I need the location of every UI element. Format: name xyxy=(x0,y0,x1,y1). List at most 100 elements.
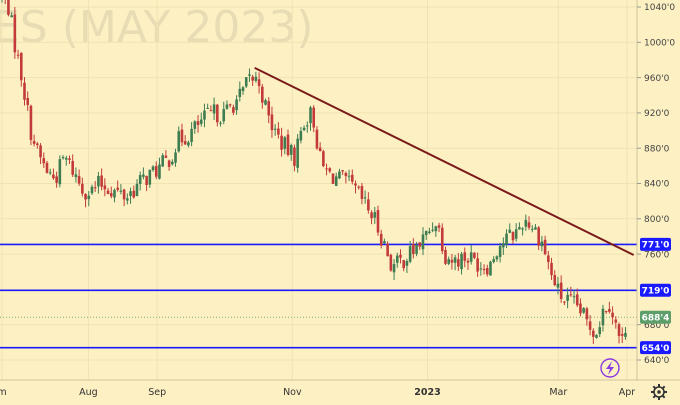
candle xyxy=(283,136,287,155)
candle xyxy=(466,258,470,270)
candle-body xyxy=(466,260,470,263)
candle xyxy=(100,168,103,191)
candle xyxy=(129,187,132,204)
candle-body xyxy=(228,104,232,106)
candle-body xyxy=(421,234,425,250)
candle-body xyxy=(444,249,447,264)
candle-body xyxy=(190,128,193,142)
candle-body xyxy=(424,231,428,236)
candle-body xyxy=(611,312,614,318)
candle xyxy=(180,123,184,147)
candle-body xyxy=(167,160,171,167)
candle-body xyxy=(585,308,589,320)
candle xyxy=(521,227,524,236)
candle xyxy=(399,249,402,264)
candle-body xyxy=(180,129,184,143)
candle xyxy=(93,181,97,192)
candle xyxy=(87,190,91,207)
candle-body xyxy=(302,127,306,131)
candle xyxy=(77,169,81,186)
candle-body xyxy=(19,52,23,81)
candle-body xyxy=(431,229,434,231)
candle xyxy=(437,222,441,233)
level-badge-719[interactable]: 719'0 xyxy=(640,283,671,297)
candle-body xyxy=(457,259,460,267)
candle xyxy=(106,187,110,195)
candle xyxy=(447,256,450,266)
candle-body xyxy=(219,122,222,124)
candle xyxy=(514,223,518,242)
candle-body xyxy=(575,294,579,306)
candle-body xyxy=(199,119,203,124)
candle-body xyxy=(29,105,33,140)
candle xyxy=(264,98,267,106)
candle xyxy=(611,306,614,325)
candle-body xyxy=(171,161,174,165)
candle xyxy=(363,190,367,204)
candle-body xyxy=(566,294,569,301)
trendline-group xyxy=(254,66,635,256)
candle-body xyxy=(582,308,585,313)
candle-body xyxy=(608,309,611,312)
candle xyxy=(225,100,229,110)
candle-body xyxy=(408,246,412,262)
level-badge-771[interactable]: 771'0 xyxy=(640,237,671,251)
candle-body xyxy=(90,186,94,194)
candle-body xyxy=(598,327,602,335)
candle xyxy=(608,301,611,314)
candle xyxy=(193,120,197,134)
candle xyxy=(1,0,3,3)
candle-body xyxy=(469,252,473,262)
last-price-badge[interactable]: 688'4 xyxy=(640,310,671,324)
candle-body xyxy=(540,241,544,247)
candle xyxy=(331,173,335,185)
candle-body xyxy=(151,166,155,171)
candle xyxy=(440,223,444,254)
candle-body xyxy=(386,243,389,257)
candle xyxy=(148,169,152,188)
candle xyxy=(29,104,33,146)
candle xyxy=(569,286,573,297)
candle-body xyxy=(58,159,62,185)
candle-body xyxy=(553,275,557,286)
candle-body xyxy=(148,169,152,185)
candle xyxy=(122,188,126,207)
candle-body xyxy=(251,76,254,81)
candle-body xyxy=(498,245,502,257)
candle xyxy=(19,52,23,87)
candle-body xyxy=(530,228,534,230)
candle-body xyxy=(93,187,97,189)
candle xyxy=(325,163,328,176)
candle-body xyxy=(52,174,55,179)
candle-body xyxy=(158,164,161,179)
time-axis[interactable] xyxy=(0,380,680,405)
time-tick-label: 2023 xyxy=(414,387,440,398)
candle xyxy=(219,121,222,127)
gear-icon[interactable] xyxy=(651,384,667,400)
candle-body xyxy=(126,198,129,201)
candle xyxy=(84,193,87,208)
candle xyxy=(81,177,84,197)
candle-body xyxy=(203,110,206,120)
level-badge-654[interactable]: 654'0 xyxy=(640,341,671,355)
price-tick-label: 640'0 xyxy=(644,356,670,366)
candle xyxy=(479,262,483,276)
candle xyxy=(408,240,412,264)
candle-body xyxy=(248,74,251,76)
candle xyxy=(132,185,136,199)
candle-body xyxy=(16,54,20,56)
level-badge-654-bg xyxy=(640,341,671,355)
trendline[interactable] xyxy=(254,66,635,256)
price-tick-label: 800'0 xyxy=(644,215,670,225)
candle xyxy=(367,192,370,214)
lightning-icon[interactable] xyxy=(600,358,620,378)
candle xyxy=(270,106,274,138)
candle-body xyxy=(209,110,213,112)
candle-body xyxy=(463,252,467,261)
candle-body xyxy=(527,222,531,228)
candle xyxy=(415,241,418,257)
candle-body xyxy=(293,147,296,166)
candle xyxy=(10,12,13,18)
